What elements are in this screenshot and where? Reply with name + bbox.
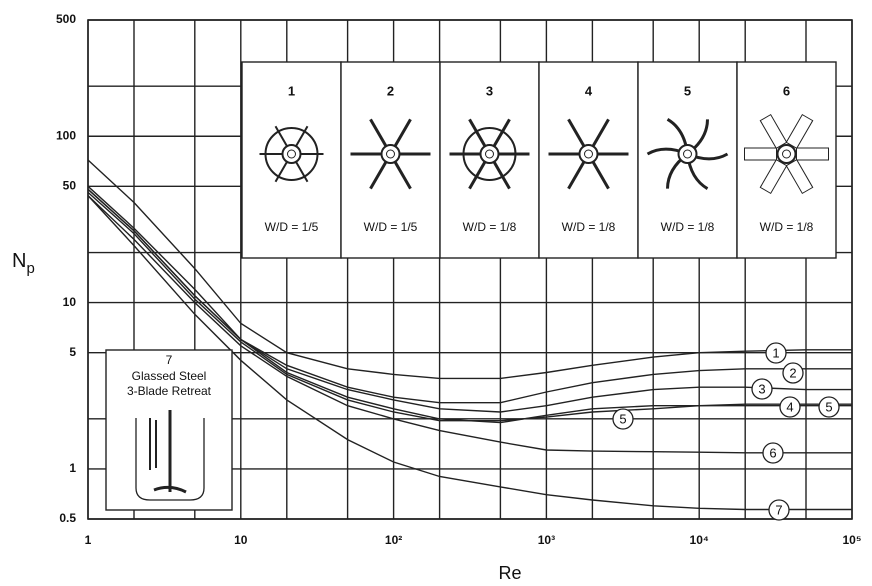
inset-text: Glassed Steel — [132, 369, 207, 383]
x-tick-label: 10³ — [538, 533, 555, 547]
impeller-ratio: W/D = 1/8 — [463, 220, 517, 234]
curve-label: 4 — [786, 399, 793, 414]
y-tick-label: 0.5 — [59, 511, 76, 525]
curve-label: 5 — [825, 399, 832, 414]
y-axis-label: Np — [12, 250, 35, 277]
chart: Re Np 11010²10³10⁴10⁵0.51510501005001234… — [0, 0, 872, 586]
hub-bore — [585, 150, 593, 158]
x-tick-label: 10⁵ — [843, 533, 862, 547]
inset-label: 7 — [166, 353, 173, 367]
y-tick-label: 100 — [56, 128, 76, 142]
blade — [745, 148, 777, 160]
impeller-ratio: W/D = 1/8 — [760, 220, 814, 234]
y-tick-label: 10 — [63, 295, 77, 309]
blade-plate — [797, 148, 829, 160]
y-tick-label: 1 — [69, 461, 76, 475]
curve-label: 7 — [775, 502, 782, 517]
y-tick-label: 500 — [56, 12, 76, 26]
curve-label: 2 — [789, 365, 796, 380]
hub-bore — [684, 150, 692, 158]
x-tick-label: 10⁴ — [690, 533, 709, 547]
x-axis-label: Re — [498, 563, 521, 583]
blade — [797, 148, 829, 160]
impeller-ratio: W/D = 1/5 — [364, 220, 418, 234]
hub-bore — [387, 150, 395, 158]
impeller-ratio: W/D = 1/5 — [265, 220, 319, 234]
y-tick-label: 5 — [69, 345, 76, 359]
x-tick-label: 1 — [85, 533, 92, 547]
impeller-number: 6 — [783, 83, 790, 98]
impeller-ratio: W/D = 1/8 — [661, 220, 715, 234]
curve-label: 3 — [758, 381, 765, 396]
curve-label: 5 — [619, 411, 626, 426]
inset-text: 3-Blade Retreat — [127, 384, 212, 398]
y-tick-label: 50 — [63, 179, 77, 193]
blade-plate — [745, 148, 777, 160]
y-axis-label-sub: p — [26, 260, 34, 277]
impeller-ratio: W/D = 1/8 — [562, 220, 616, 234]
x-tick-label: 10² — [385, 533, 402, 547]
impeller-number: 5 — [684, 83, 691, 98]
hub-bore — [486, 150, 494, 158]
curve-label: 6 — [769, 445, 776, 460]
x-tick-label: 10 — [234, 533, 248, 547]
y-axis-label-base: N — [12, 250, 26, 272]
impeller-number: 3 — [486, 83, 493, 98]
hub-bore — [288, 150, 296, 158]
impeller-number: 4 — [585, 83, 593, 98]
impeller-number: 1 — [288, 83, 295, 98]
curve-label: 1 — [772, 345, 779, 360]
hub-bore — [783, 150, 791, 158]
impeller-number: 2 — [387, 83, 394, 98]
